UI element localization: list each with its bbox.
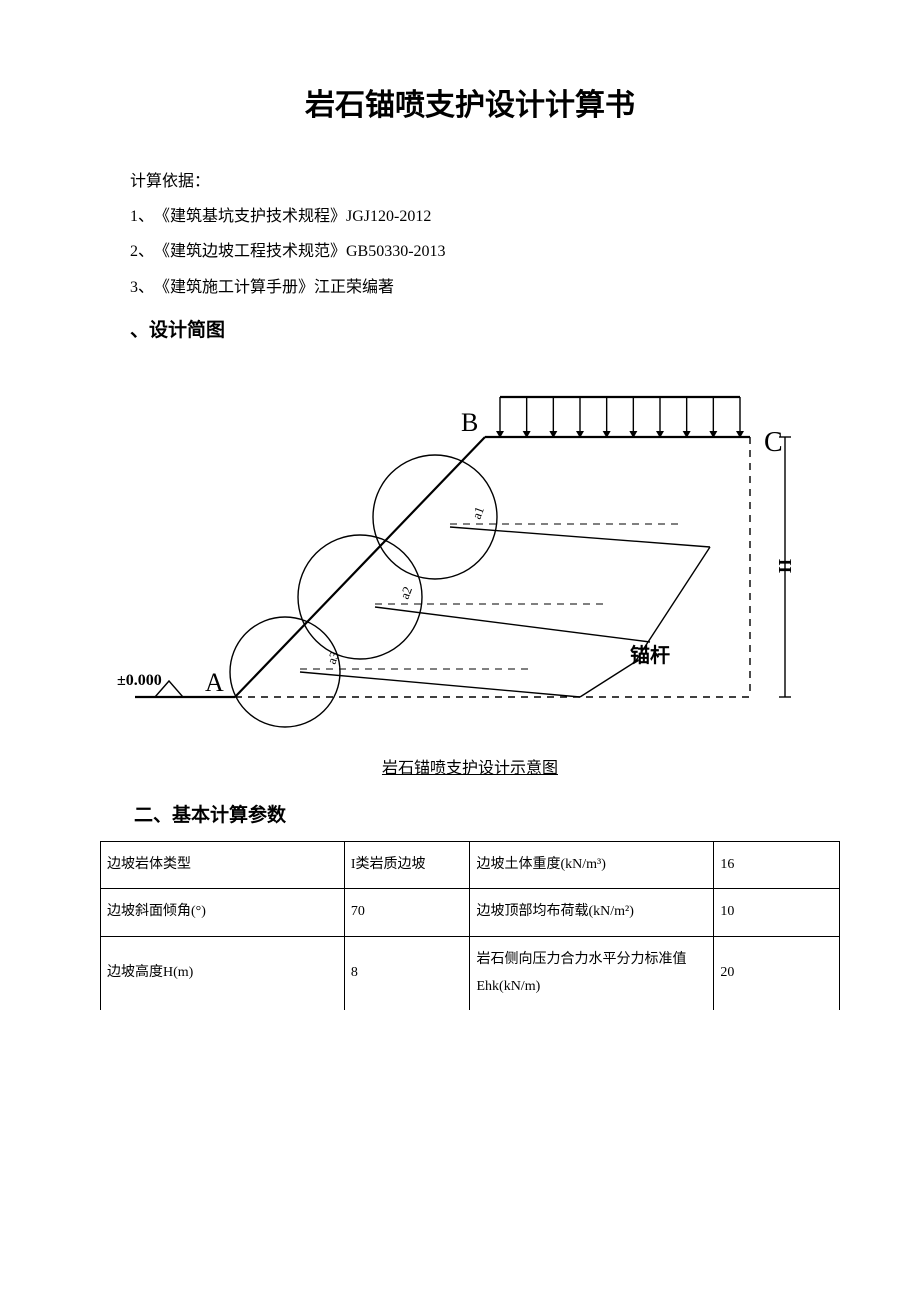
svg-text:±0.000: ±0.000: [117, 672, 162, 689]
table-row: 边坡岩体类型I类岩质边坡边坡土体重度(kN/m³)16: [101, 841, 840, 889]
table-cell: 16: [714, 841, 840, 889]
page: 岩石锚喷支护设计计算书 计算依据： 1、 《建筑基坑支护技术规程》JGJ120-…: [0, 0, 920, 1301]
table-row: 边坡斜面倾角(°)70边坡顶部均布荷载(kN/m²)10: [101, 889, 840, 937]
table-cell: 70: [344, 889, 470, 937]
params-table: 边坡岩体类型I类岩质边坡边坡土体重度(kN/m³)16边坡斜面倾角(°)70边坡…: [100, 841, 840, 1010]
table-cell: I类岩质边坡: [344, 841, 470, 889]
svg-text:H: H: [775, 559, 795, 573]
svg-text:B: B: [461, 408, 478, 437]
svg-text:a2: a2: [397, 584, 415, 601]
diagram-svg: ±0.000a1a2a3锚杆ABCH: [90, 352, 810, 732]
refs-header: 计算依据：: [130, 164, 810, 199]
section-2-heading: 二、基本计算参数: [134, 800, 810, 827]
table-cell: 边坡土体重度(kN/m³): [470, 841, 714, 889]
diagram-caption: 岩石锚喷支护设计示意图: [130, 754, 810, 778]
ref-item-1: 1、 《建筑基坑支护技术规程》JGJ120-2012: [130, 199, 810, 234]
svg-text:C: C: [764, 427, 783, 458]
table-row: 边坡高度H(m)8岩石侧向压力合力水平分力标准值Ehk(kN/m)20: [101, 936, 840, 1010]
svg-text:A: A: [205, 668, 224, 697]
table-cell: 岩石侧向压力合力水平分力标准值Ehk(kN/m): [470, 936, 714, 1010]
section-1-heading: 、设计简图: [130, 315, 810, 342]
table-cell: 边坡岩体类型: [101, 841, 345, 889]
table-cell: 20: [714, 936, 840, 1010]
table-cell: 边坡高度H(m): [101, 936, 345, 1010]
references-block: 计算依据： 1、 《建筑基坑支护技术规程》JGJ120-2012 2、 《建筑边…: [130, 164, 810, 305]
table-cell: 8: [344, 936, 470, 1010]
table-cell: 边坡斜面倾角(°): [101, 889, 345, 937]
design-diagram: ±0.000a1a2a3锚杆ABCH: [90, 352, 810, 732]
table-cell: 10: [714, 889, 840, 937]
table-cell: 边坡顶部均布荷载(kN/m²): [470, 889, 714, 937]
ref-item-2: 2、 《建筑边坡工程技术规范》GB50330-2013: [130, 234, 810, 269]
svg-text:a1: a1: [469, 504, 487, 521]
doc-title: 岩石锚喷支护设计计算书: [130, 80, 810, 124]
ref-item-3: 3、 《建筑施工计算手册》江正荣编著: [130, 270, 810, 305]
svg-text:锚杆: 锚杆: [630, 643, 670, 667]
